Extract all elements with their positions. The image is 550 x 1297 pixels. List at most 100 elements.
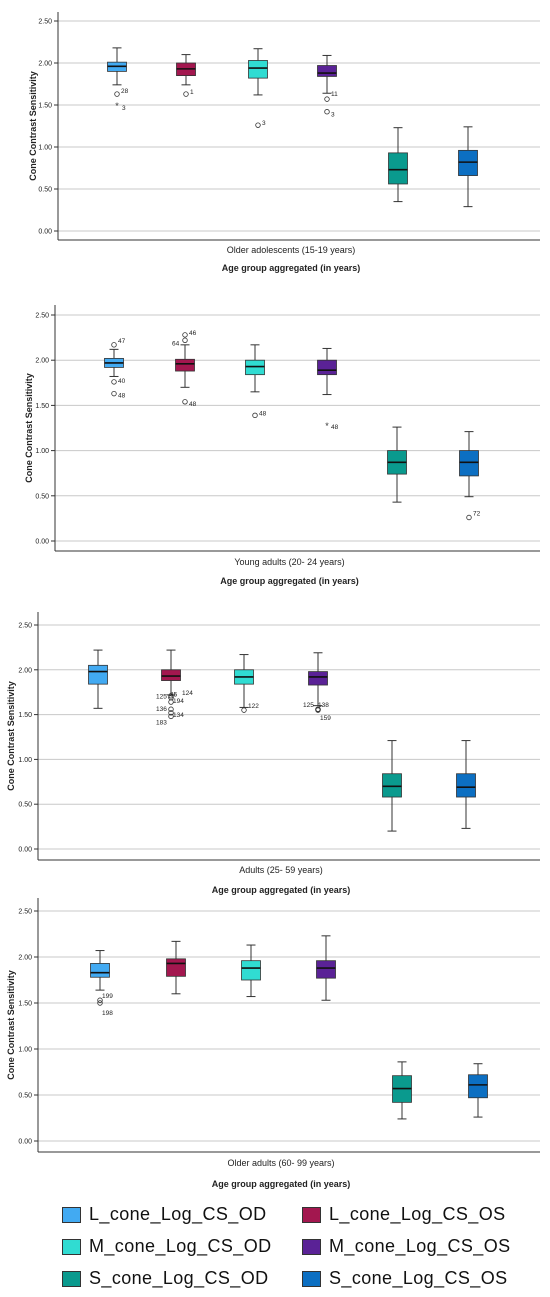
box-iqr <box>161 669 181 681</box>
y-tick-label: 1.50 <box>18 1001 32 1008</box>
outlier-label: 3 <box>122 105 126 112</box>
outlier-label: 48 <box>189 401 197 408</box>
box-iqr <box>308 671 328 686</box>
outlier-circle <box>111 390 117 397</box>
legend-item: L_cone_Log_CS_OS <box>302 1204 506 1225</box>
y-tick-label: 2.00 <box>18 667 32 674</box>
y-tick-label: 1.00 <box>18 1047 32 1054</box>
outlier-label: 64 <box>172 340 180 347</box>
box-iqr <box>388 152 408 185</box>
box-iqr <box>175 358 195 372</box>
x-category-label: Adults (25- 59 years) <box>239 865 323 875</box>
outlier-label: 125 <box>156 694 167 701</box>
y-tick-label: 0.50 <box>18 1093 32 1100</box>
legend-label: S_cone_Log_CS_OD <box>89 1268 269 1288</box>
y-tick-label: 1.50 <box>35 403 49 410</box>
outlier-label: 1 <box>190 89 194 96</box>
outlier-circle <box>324 109 330 115</box>
y-tick-label: 1.00 <box>18 757 32 764</box>
legend-label: L_cone_Log_CS_OS <box>329 1204 506 1224</box>
y-tick-label: 1.00 <box>38 145 52 152</box>
outlier-circle <box>168 693 174 699</box>
outlier-label: 124 <box>182 690 193 697</box>
y-tick-label: 0.50 <box>38 187 52 194</box>
y-tick-label: 1.50 <box>38 103 52 110</box>
y-tick-label: 2.00 <box>18 955 32 962</box>
y-tick-label: 2.50 <box>18 909 32 916</box>
x-category-label: Young adults (20- 24 years) <box>234 557 344 567</box>
y-tick-label: 2.50 <box>38 19 52 26</box>
outlier-label: 122 <box>248 703 259 710</box>
y-axis-title: Cone Contrast Sensitivity <box>24 373 34 483</box>
outlier-label: 194 <box>173 698 184 705</box>
legend-label: M_cone_Log_CS_OD <box>89 1236 272 1256</box>
outlier-label: 48 <box>331 424 339 431</box>
outlier-circle <box>168 713 174 720</box>
outlier-circle <box>182 332 188 338</box>
chart-legend: L_cone_Log_CS_OD L_cone_Log_CS_OS M_cone… <box>0 1196 550 1297</box>
outlier-circle <box>182 399 188 405</box>
box-iqr <box>316 960 336 979</box>
box-iqr <box>88 664 108 685</box>
x-category-label: Older adolescents (15-19 years) <box>227 245 356 255</box>
outlier-circle <box>324 96 330 102</box>
outlier-circle <box>182 337 188 344</box>
legend-swatch <box>62 1206 81 1223</box>
y-axis-title: Cone Contrast Sensitivity <box>6 970 16 1080</box>
box-iqr <box>317 65 337 77</box>
legend-swatch <box>62 1270 81 1287</box>
box-iqr <box>459 450 479 477</box>
outlier-circle <box>168 699 174 705</box>
box-iqr <box>458 149 478 176</box>
outlier-label: 85 <box>170 692 178 699</box>
legend-swatch <box>302 1238 321 1255</box>
box-iqr <box>245 359 265 376</box>
outlier-label: 40 <box>118 378 126 385</box>
y-tick-label: 0.50 <box>35 493 49 500</box>
legend-item: M_cone_Log_CS_OS <box>302 1236 511 1257</box>
x-axis-title: Age group aggregated (in years) <box>220 576 359 586</box>
outlier-label: 48 <box>118 393 126 400</box>
chart-panel: 0.00 0.50 1.00 1.50 2.00 2.50 Cone Contrast Se… <box>24 305 540 586</box>
outlier-circle <box>111 379 117 385</box>
legend-item: S_cone_Log_CS_OS <box>302 1268 508 1289</box>
legend-swatch <box>62 1238 81 1255</box>
legend-swatch <box>302 1206 321 1223</box>
outlier-star: * <box>325 421 329 431</box>
outlier-circle <box>168 710 174 716</box>
outlier-circle <box>114 91 120 97</box>
legend-label: L_cone_Log_CS_OD <box>89 1204 267 1224</box>
outlier-label: 28 <box>121 88 129 95</box>
outlier-star: * <box>115 101 119 111</box>
y-tick-label: 2.50 <box>35 313 49 320</box>
legend-label: S_cone_Log_CS_OS <box>329 1268 508 1288</box>
legend-swatch <box>302 1270 321 1287</box>
box-iqr <box>90 963 110 978</box>
legend-item: L_cone_Log_CS_OD <box>62 1204 267 1225</box>
outlier-circle <box>315 707 321 713</box>
outlier-label: 125 <box>303 702 314 709</box>
outlier-label: 198 <box>102 1010 113 1017</box>
outlier-label: 138 <box>318 702 329 709</box>
legend-item: M_cone_Log_CS_OD <box>62 1236 272 1257</box>
legend-item: S_cone_Log_CS_OD <box>62 1268 269 1289</box>
outlier-label: 11 <box>331 91 338 98</box>
outlier-label: 3 <box>262 120 266 127</box>
outlier-label: 183 <box>156 719 167 726</box>
chart-panel: 0.00 0.50 1.00 1.50 2.00 2.50 Cone Contrast Se… <box>6 898 540 1189</box>
chart-panel: 0.00 0.50 1.00 1.50 2.00 2.50 Cone Contrast Se… <box>28 12 540 273</box>
y-tick-label: 2.00 <box>38 61 52 68</box>
y-tick-label: 1.50 <box>18 712 32 719</box>
box-iqr <box>241 960 261 981</box>
outlier-circle <box>241 707 247 713</box>
box-iqr <box>248 60 268 79</box>
outlier-label: 46 <box>189 330 197 337</box>
y-tick-label: 2.50 <box>18 623 32 630</box>
x-axis-title: Age group aggregated (in years) <box>212 1179 351 1189</box>
x-axis-title: Age group aggregated (in years) <box>222 263 361 273</box>
y-axis-title: Cone Contrast Sensitivity <box>6 681 16 791</box>
x-axis-title: Age group aggregated (in years) <box>212 885 351 895</box>
y-tick-label: 0.00 <box>35 539 49 546</box>
y-tick-label: 1.00 <box>35 448 49 455</box>
box-iqr <box>317 359 337 376</box>
